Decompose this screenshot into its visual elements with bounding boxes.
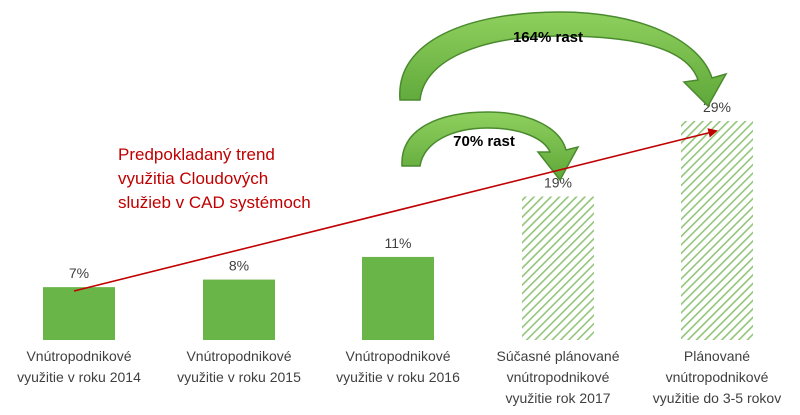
value-labels-group: 7% 8%11%19%29%	[69, 99, 731, 281]
trend-arrow	[73, 128, 718, 292]
bar-4	[522, 196, 594, 340]
category-label-line: vnútropodnikové	[507, 369, 610, 385]
category-label-line: Vnútropodnikové	[26, 348, 131, 364]
trend-label-line-1: Predpokladaný trend	[118, 145, 275, 164]
category-labels-group: Vnútropodnikové využitie v roku 2014Vnútr…	[17, 348, 781, 406]
category-label-5: Plánované vnútropodnikové využitie do 3-5 …	[653, 348, 781, 406]
category-label-line: využitie rok 2017	[505, 390, 610, 406]
category-label-line: využitie v roku 2015	[177, 369, 301, 385]
category-label-line: Vnútropodnikové	[186, 348, 291, 364]
value-label-4: 19%	[544, 175, 572, 191]
growth-arrow-164	[399, 11, 728, 108]
value-label-3: 11%	[385, 235, 412, 251]
growth-arrow-70	[401, 111, 580, 182]
category-label-2: Vnútropodnikové využitie v roku 2015	[177, 348, 301, 385]
category-label-line: využitie do 3-5 rokov	[653, 390, 781, 406]
category-label-3: Vnútropodnikové využitie v roku 2016	[336, 348, 460, 385]
bar-2	[203, 279, 275, 340]
bar-5	[681, 121, 753, 340]
category-label-line: vnútropodnikové	[666, 369, 769, 385]
category-label-line: Súčasné plánované	[497, 348, 620, 364]
trend-label-line-2: využitia Cloudových	[118, 169, 268, 188]
category-label-4: Súčasné plánované vnútropodnikové využitie…	[497, 348, 620, 406]
value-label-2: 8%	[229, 258, 249, 274]
category-label-line: využitie v roku 2016	[336, 369, 460, 385]
category-label-line: Vnútropodnikové	[345, 348, 450, 364]
category-label-1: Vnútropodnikové využitie v roku 2014	[17, 348, 141, 385]
bar-1	[43, 287, 115, 340]
value-label-1: 7%	[69, 265, 89, 281]
category-label-line: využitie v roku 2014	[17, 369, 141, 385]
trend-label-line-3: služieb v CAD systémoch	[118, 193, 311, 212]
growth-label-70: 70% rast	[453, 133, 515, 150]
bars-group	[43, 121, 753, 340]
category-label-line: Plánované	[684, 348, 750, 364]
growth-label-164: 164% rast	[513, 29, 583, 46]
bar-3	[362, 256, 434, 340]
